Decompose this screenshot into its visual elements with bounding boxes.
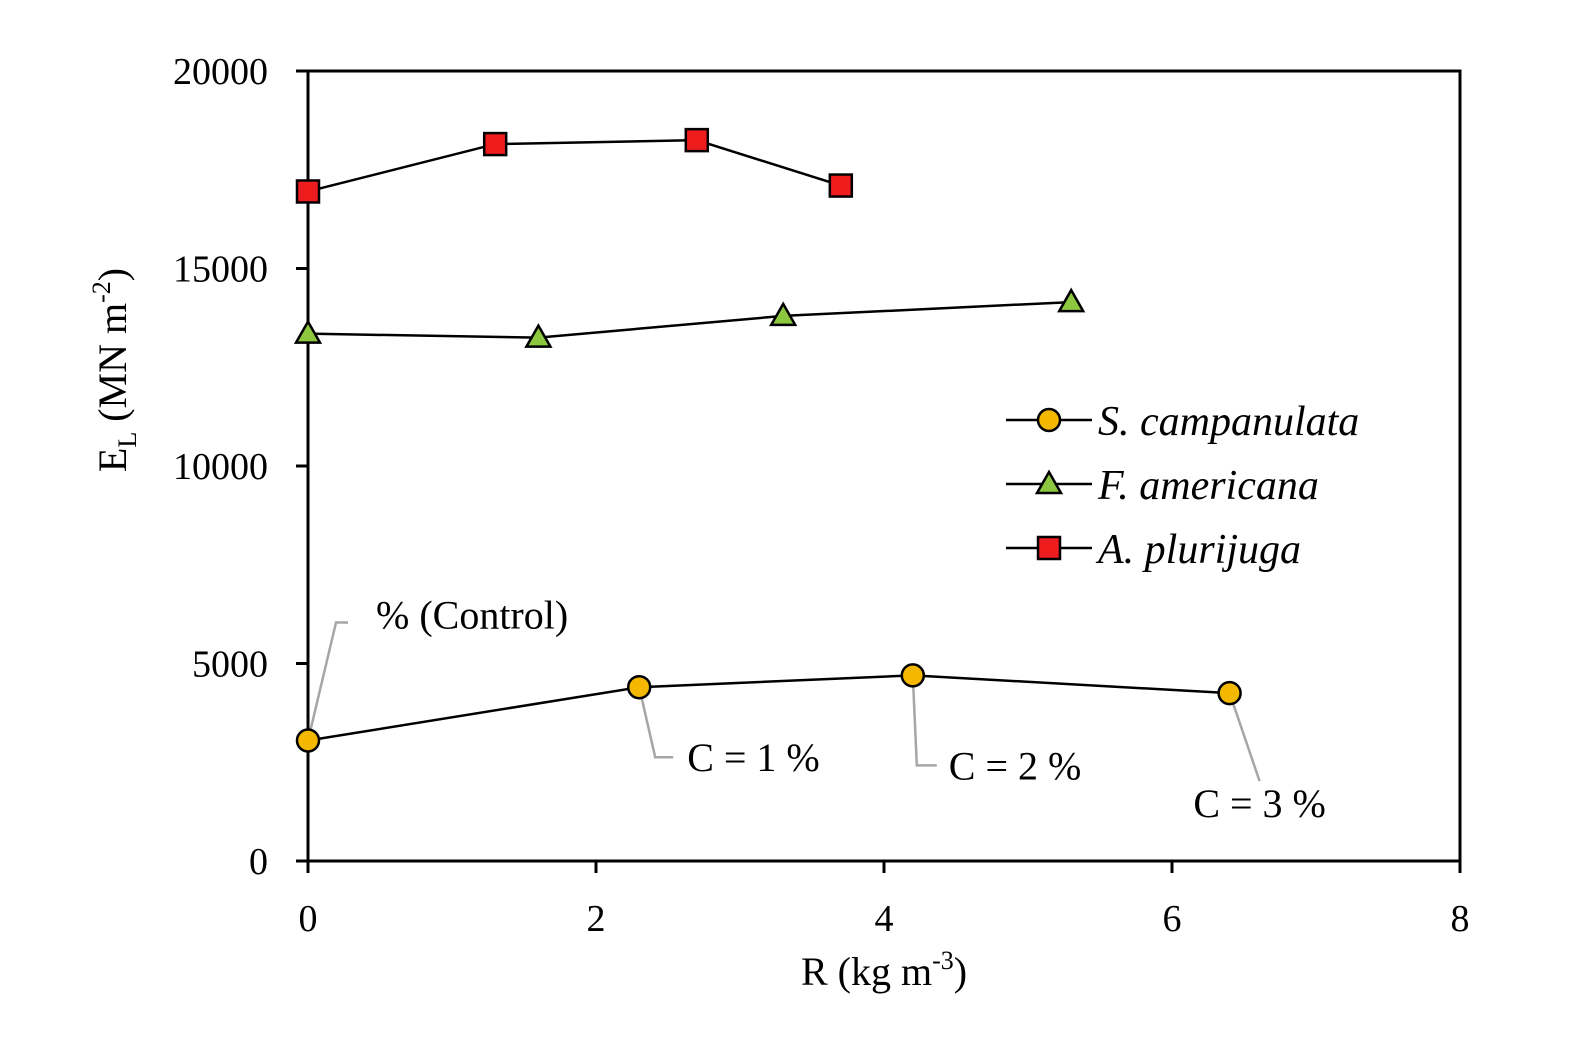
y-tick-label: 15000: [173, 249, 268, 291]
data-point: [295, 728, 321, 753]
data-point: [295, 179, 321, 204]
data-point: [1217, 680, 1242, 706]
y-axis-title-end: ): [90, 268, 135, 281]
x-axis-ticks: 0 2 4 6 8: [299, 861, 1470, 940]
data-point: [1057, 287, 1086, 313]
y-tick-label: 5000: [192, 644, 268, 686]
legend-marker: [1036, 407, 1062, 433]
y-tick-label: 0: [249, 841, 268, 883]
x-axis-title-main: R (kg m: [801, 949, 932, 994]
legend-label: F. americana: [1097, 463, 1319, 509]
annotation-leader-line: [637, 686, 674, 759]
legend-marker: [1034, 469, 1064, 495]
y-tick-label: 20000: [173, 51, 268, 93]
series-a-plurijuga: [295, 127, 854, 204]
annotation-label: C = 3 %: [1193, 781, 1326, 826]
y-axis-ticks: 0 5000 10000 15000 20000: [173, 51, 308, 883]
x-axis-title-sup: -3: [932, 946, 954, 975]
annotation-label: % (Control): [376, 593, 568, 638]
annotation-label: C = 1 %: [687, 735, 820, 780]
annotations: % (Control) C = 1 % C = 2 % C = 3 %: [306, 593, 1326, 826]
y-axis-title-main: E: [90, 448, 135, 472]
y-tick-label: 10000: [173, 446, 268, 488]
legend-marker: [1036, 535, 1062, 561]
x-axis-title: R (kg m-3): [801, 946, 967, 994]
x-tick-label: 6: [1163, 898, 1182, 940]
x-tick-label: 2: [587, 898, 606, 940]
series-s-campanulata: [295, 663, 1242, 753]
data-point: [524, 323, 553, 348]
series-line: [307, 674, 1230, 742]
x-tick-label: 4: [875, 898, 894, 940]
data-point: [684, 127, 710, 153]
series-line: [307, 138, 842, 193]
y-axis-title-rest: (MN m: [90, 303, 135, 432]
series-f-americana: [293, 287, 1086, 348]
data-point: [626, 674, 652, 700]
data-point: [828, 173, 854, 198]
data-point: [900, 663, 926, 688]
series-line: [307, 300, 1072, 339]
series-group: [293, 127, 1242, 753]
x-axis-title-end: ): [954, 949, 967, 994]
annotation-leader-line: [306, 621, 348, 741]
data-point: [482, 131, 508, 157]
annotation-leader-line: [911, 675, 937, 767]
y-axis-title-sup: -2: [87, 281, 116, 303]
data-point: [293, 319, 323, 344]
y-axis-title-sub: L: [113, 432, 142, 448]
annotation-leader-line: [1228, 692, 1261, 782]
legend: S. campanulata F. americana A. plurijuga: [1006, 399, 1359, 573]
annotation-label: C = 2 %: [949, 743, 1082, 788]
x-tick-label: 8: [1451, 898, 1470, 940]
legend-label: S. campanulata: [1098, 399, 1359, 445]
y-axis-title: EL (MN m-2): [87, 268, 142, 472]
legend-label: A. plurijuga: [1095, 527, 1301, 573]
x-tick-label: 0: [299, 898, 318, 940]
data-point: [769, 301, 798, 327]
